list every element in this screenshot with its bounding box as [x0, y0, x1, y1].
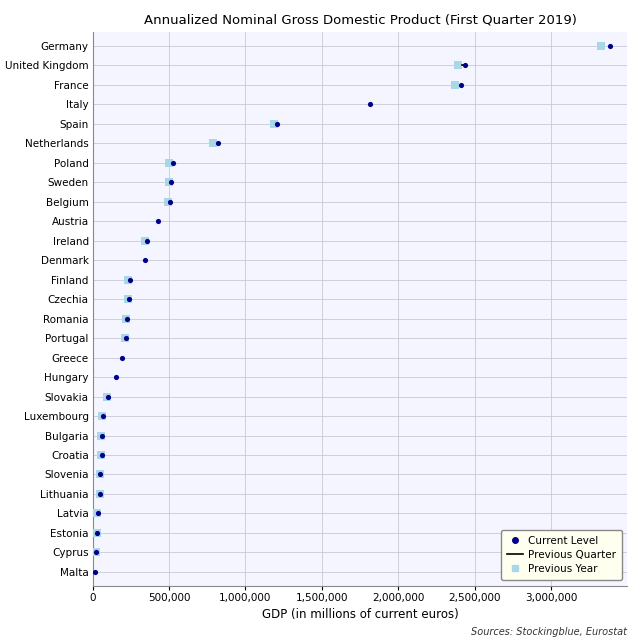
Point	[123, 275, 133, 285]
Point	[141, 236, 152, 246]
Point	[460, 60, 470, 70]
Point	[111, 372, 121, 382]
Legend: Current Level, Previous Quarter, Previous Year: Current Level, Previous Quarter, Previou…	[500, 529, 622, 580]
Point	[269, 118, 279, 129]
Title: Annualized Nominal Gross Domestic Product (First Quarter 2019): Annualized Nominal Gross Domestic Produc…	[143, 13, 577, 27]
Point	[272, 118, 282, 129]
Point	[97, 411, 108, 421]
Point	[140, 255, 150, 265]
Point	[96, 430, 106, 440]
Point	[97, 430, 107, 440]
Point	[124, 275, 134, 285]
Point	[596, 40, 606, 51]
Point	[90, 567, 100, 577]
Point	[365, 99, 375, 109]
Point	[120, 314, 131, 324]
Text: Sources: Stockingblue, Eurostat: Sources: Stockingblue, Eurostat	[471, 627, 627, 637]
Point	[94, 489, 104, 499]
X-axis label: GDP (in millions of current euros): GDP (in millions of current euros)	[262, 608, 458, 621]
Point	[103, 392, 113, 402]
Point	[605, 40, 615, 51]
Point	[98, 411, 108, 421]
Point	[95, 469, 105, 479]
Point	[213, 138, 223, 148]
Point	[92, 528, 102, 538]
Point	[120, 333, 130, 343]
Point	[122, 294, 132, 304]
Point	[91, 547, 101, 557]
Point	[208, 138, 218, 148]
Point	[120, 333, 131, 343]
Point	[92, 528, 102, 538]
Point	[93, 508, 103, 518]
Point	[95, 469, 105, 479]
Point	[154, 216, 164, 226]
Point	[124, 294, 134, 304]
Point	[92, 508, 102, 518]
Point	[452, 60, 463, 70]
Point	[95, 489, 105, 499]
Point	[97, 450, 107, 460]
Point	[164, 177, 174, 188]
Point	[95, 450, 106, 460]
Point	[102, 392, 113, 402]
Point	[168, 157, 178, 168]
Point	[122, 314, 132, 324]
Point	[451, 79, 461, 90]
Point	[116, 353, 127, 363]
Point	[165, 196, 175, 207]
Point	[166, 177, 176, 188]
Point	[91, 547, 101, 557]
Point	[456, 79, 467, 90]
Point	[140, 236, 150, 246]
Point	[164, 157, 174, 168]
Point	[163, 196, 173, 207]
